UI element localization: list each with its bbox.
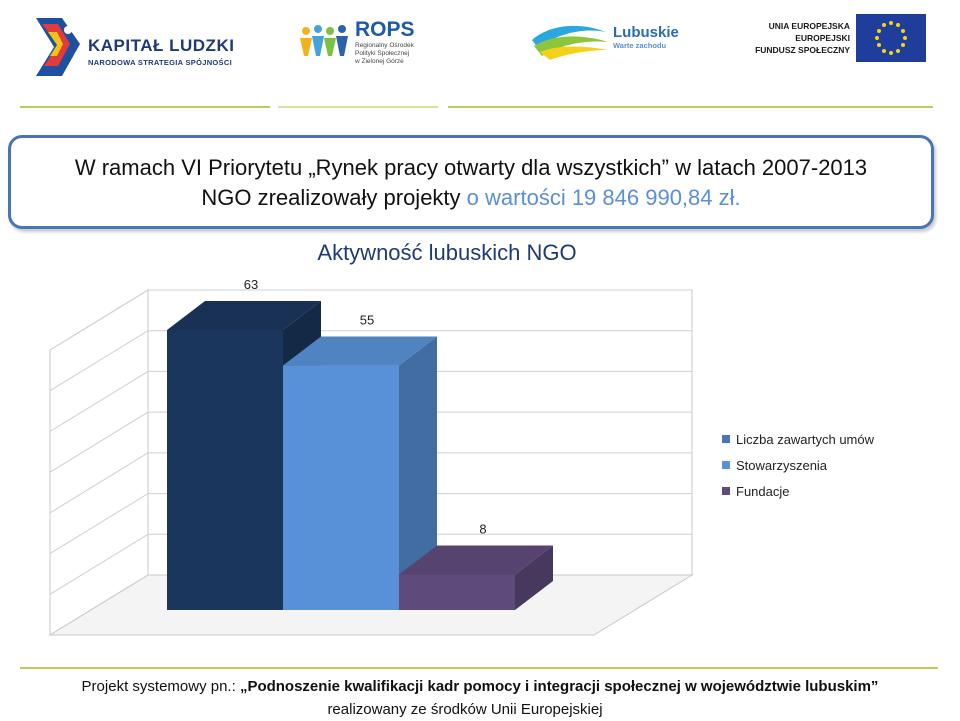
lubuskie-subtitle: Warte zachodu [613,41,667,50]
bar-3-top [399,545,553,575]
gridline-side [49,330,149,392]
legend-item-1: Liczba zawartych umów [722,426,874,452]
bar-2-side [399,336,437,610]
header-rule-left [20,106,270,108]
ue-logo-text: UNIA EUROPEJSKA EUROPEJSKI FUNDUSZ SPOŁE… [752,20,850,56]
logo-bar: KAPITAŁ LUDZKI NARODOWA STRATEGIA SPÓJNO… [0,0,960,100]
legend-swatch-1 [722,435,730,443]
footer-project-name: „Podnoszenie kwalifikacji kadr pomocy i … [239,678,879,695]
data-label-3: 8 [479,521,486,536]
lubuskie-wave-icon [532,25,608,60]
rops-sub1: Regionalny Ośrodek [355,42,414,49]
gridline-side [49,411,149,473]
rops-people-icon [300,25,348,56]
headline-line1: W ramach VI Priorytetu „Rynek pracy otwa… [74,155,868,180]
legend-item-3: Fundacje [722,478,874,504]
bar-3-front [399,574,515,610]
kapital-ludzki-logo: KAPITAŁ LUDZKI NARODOWA STRATEGIA SPÓJNO… [88,36,234,67]
header-rule-mid [278,106,438,108]
header-rule-right [448,106,933,108]
bar-2-front [283,365,399,610]
legend-label-3: Fundacje [736,483,790,499]
bar-chart-3d: 63 55 8 [48,277,694,636]
headline-box: W ramach VI Priorytetu „Rynek pracy otwa… [8,135,934,229]
chart-legend: Liczba zawartych umów Stowarzyszenia Funda… [722,426,874,504]
footer-rule [20,667,938,669]
lubuskie-logo: Lubuskie Warte zachodu [613,24,679,50]
bar-1-top [167,301,321,330]
legend-label-1: Liczba zawartych umów [736,431,874,447]
ue-line3: FUNDUSZ SPOŁECZNY [755,45,850,55]
gridline-side [49,452,149,514]
bar-3-side [515,545,553,610]
lubuskie-title: Lubuskie [613,24,679,41]
gridline-side [49,533,149,595]
rops-sub3: w Zielonej Górze [355,58,404,65]
footer-line1: Projekt systemowy pn.: „Podnoszenie kwal… [0,678,960,695]
data-label-1: 63 [244,277,258,292]
ue-line2: EUROPEJSKI [795,33,850,43]
gridline-side [49,289,149,351]
bar-2-top [283,336,437,366]
legend-swatch-2 [722,461,730,469]
kl-title: KAPITAŁ LUDZKI [88,36,235,55]
footer-prefix: Projekt systemowy pn.: [81,678,240,695]
data-label-2: 55 [360,313,374,328]
headline-amount: o wartości 19 846 990,84 zł. [466,185,741,210]
side-wall [49,289,149,636]
legend-label-2: Stowarzyszenia [736,457,828,473]
headline-line2-plain: NGO zrealizowały projekty [201,185,467,210]
rops-sub2: Polityki Społecznej [355,50,410,57]
gridline-side [49,371,149,432]
legend-swatch-3 [722,487,730,495]
bar-1-front [167,330,283,610]
rops-title: ROPS [355,18,415,41]
ue-line1: UNIA EUROPEJSKA [768,21,850,31]
kapital-ludzki-logo-icon [36,18,80,76]
gridline-side [49,493,149,554]
legend-item-2: Stowarzyszenia [722,452,874,478]
eu-flag-icon [856,14,926,62]
kl-subtitle: NARODOWA STRATEGIA SPÓJNOŚCI [88,58,232,67]
headline-line2: NGO zrealizowały projekty o wartości 19 … [11,185,931,211]
footer-line2: realizowany ze środków Unii Europejskiej [327,701,603,718]
chart-title: Aktywność lubuskich NGO [317,240,577,265]
rops-logo: ROPS Regionalny Ośrodek Polityki Społecz… [355,18,415,66]
